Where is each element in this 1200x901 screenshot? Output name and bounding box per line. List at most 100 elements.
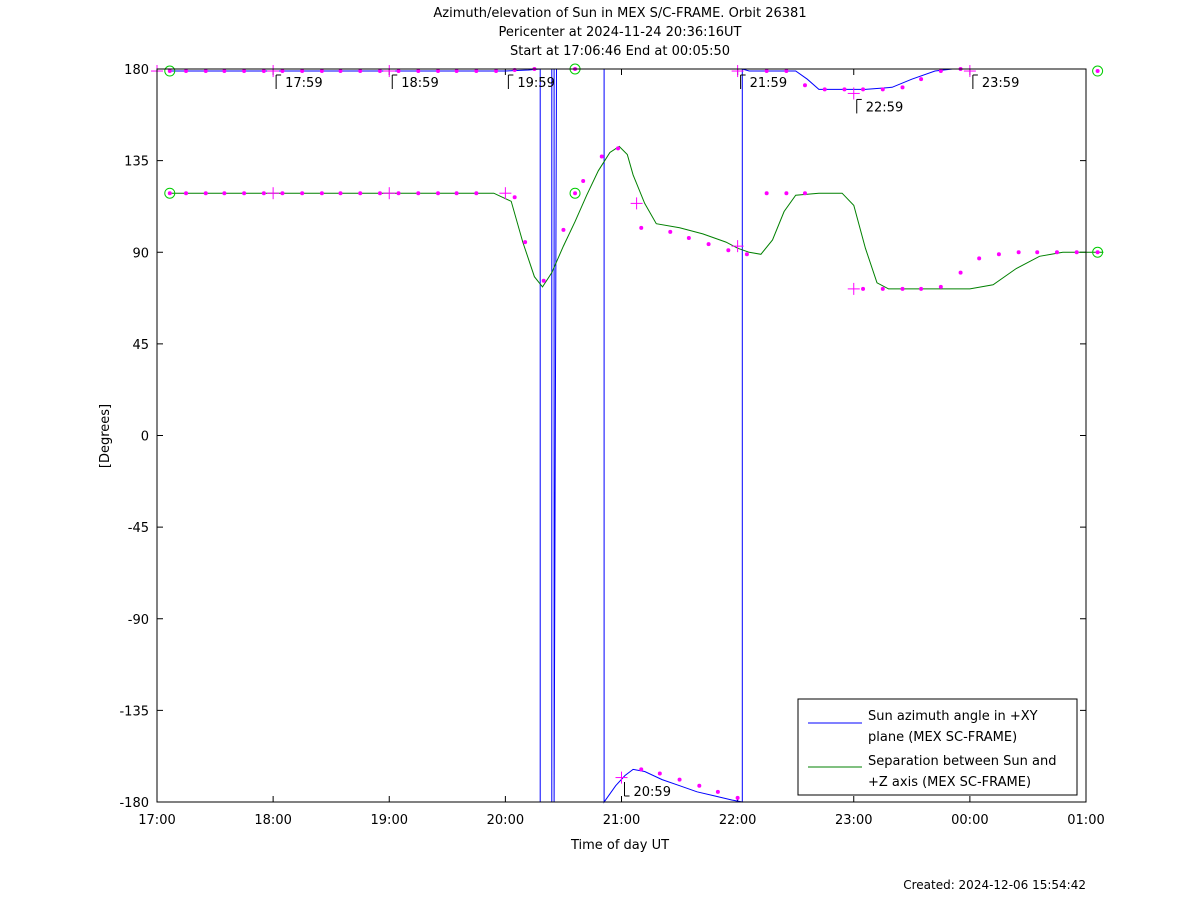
time-annotation: 21:59: [740, 74, 787, 91]
data-point-marker: [512, 195, 517, 200]
data-point-marker: [280, 69, 285, 74]
endpoint-circle-marker: [569, 187, 581, 199]
title-line-1: Azimuth/elevation of Sun in MEX S/C-FRAM…: [433, 6, 806, 21]
series-layer: [169, 68, 1104, 804]
data-point-marker: [541, 278, 546, 283]
series-line-separation: [169, 145, 1104, 290]
time-annotation: 22:59: [856, 98, 903, 115]
x-tick-label: 20:00: [487, 813, 524, 828]
data-point-marker: [715, 789, 720, 794]
data-point-marker: [222, 69, 227, 74]
data-point-marker: [802, 83, 807, 88]
x-tick-label: 21:00: [603, 813, 640, 828]
data-point-marker: [958, 270, 963, 275]
data-point-marker: [900, 85, 905, 90]
time-annotation: 20:59: [624, 782, 671, 800]
time-annotation-label: 23:59: [982, 76, 1019, 91]
y-tick-label: -135: [119, 704, 149, 719]
data-point-marker: [261, 69, 266, 74]
hour-cross-marker: [267, 65, 280, 78]
x-axis-label: Time of day UT: [570, 838, 669, 853]
time-annotation: 17:59: [275, 74, 323, 91]
data-point-marker: [977, 256, 982, 261]
y-tick-label: -45: [128, 521, 149, 536]
hour-cross-marker: [615, 771, 628, 784]
data-point-marker: [358, 69, 363, 74]
data-point-marker: [639, 767, 644, 772]
data-point-marker: [735, 795, 740, 800]
data-point-marker: [919, 77, 924, 82]
endpoint-circle-marker: [1092, 65, 1104, 77]
data-point-marker: [222, 191, 227, 196]
data-point-marker: [802, 191, 807, 196]
time-annotation: 19:59: [507, 74, 555, 91]
data-point-marker: [561, 227, 566, 232]
title-line-2: Pericenter at 2024-11-24 20:36:16UT: [498, 25, 741, 40]
y-tick-label: 135: [124, 155, 149, 170]
data-point-marker: [300, 69, 305, 74]
y-tick-label: 180: [124, 63, 149, 78]
legend: Sun azimuth angle in +XY plane (MEX SC-F…: [797, 698, 1078, 796]
hour-cross-marker: [383, 65, 396, 78]
legend-label-separation-line-1: Separation between Sun and: [868, 754, 1056, 769]
data-point-marker: [1074, 250, 1079, 255]
y-tick-label: 45: [132, 338, 149, 353]
data-point-marker: [494, 69, 499, 74]
data-point-marker: [726, 248, 731, 253]
plot-frame: [156, 68, 1087, 803]
chart-title: Azimuth/elevation of Sun in MEX S/C-FRAM…: [433, 6, 806, 59]
data-point-marker: [436, 69, 441, 74]
legend-box: [797, 698, 1078, 796]
data-point-marker: [416, 69, 421, 74]
hour-cross-marker: [847, 87, 860, 100]
data-point-marker: [396, 191, 401, 196]
data-point-marker: [686, 235, 691, 240]
data-point-marker: [668, 229, 673, 234]
data-point-marker: [1054, 250, 1059, 255]
data-point-marker: [581, 178, 586, 183]
data-point-marker: [938, 69, 943, 74]
data-point-marker: [1035, 250, 1040, 255]
data-point-marker: [706, 242, 711, 247]
data-point-marker: [861, 87, 866, 92]
data-point-marker: [454, 191, 459, 196]
data-point-marker: [474, 191, 479, 196]
data-point-marker: [242, 191, 247, 196]
hour-cross-marker: [630, 197, 643, 210]
y-tick-label: -180: [119, 796, 149, 811]
time-annotation-label: 19:59: [517, 76, 554, 91]
y-tick-labels: 180 135 90 45 0 -45 -90 -135 -180: [119, 63, 149, 811]
legend-label-azimuth-line-2: plane (MEX SC-FRAME): [868, 730, 1017, 745]
x-tick-label: 17:00: [138, 813, 175, 828]
endpoint-circle-marker: [164, 187, 176, 199]
data-point-marker: [938, 284, 943, 289]
x-tick-label: 22:00: [719, 813, 756, 828]
created-timestamp: Created: 2024-12-06 15:54:42: [903, 878, 1086, 892]
legend-label-separation-line-2: +Z axis (MEX SC-FRAME): [868, 775, 1031, 790]
data-point-marker: [900, 286, 905, 291]
x-tick-label: 18:00: [254, 813, 291, 828]
data-point-marker: [184, 69, 189, 74]
hour-cross-marker: [499, 187, 512, 200]
data-point-marker: [416, 191, 421, 196]
data-point-marker: [996, 252, 1001, 257]
data-point-marker: [919, 286, 924, 291]
data-point-marker: [474, 69, 479, 74]
data-point-marker: [377, 191, 382, 196]
data-point-marker: [784, 191, 789, 196]
data-point-marker: [358, 191, 363, 196]
data-point-marker: [657, 771, 662, 776]
hour-cross-marker: [267, 187, 280, 200]
y-tick-label: -90: [128, 613, 149, 628]
x-tick-label: 01:00: [1067, 813, 1104, 828]
data-point-marker: [454, 69, 459, 74]
data-point-marker: [861, 286, 866, 291]
series-line-azimuth: [169, 68, 982, 804]
time-annotation: 18:59: [391, 74, 439, 91]
time-annotation-label: 22:59: [866, 100, 903, 115]
time-annotation-label: 18:59: [401, 76, 438, 91]
endpoint-circle-marker: [1092, 246, 1104, 258]
data-point-marker: [319, 191, 324, 196]
endpoint-circle-marker: [164, 65, 176, 77]
data-point-marker: [677, 777, 682, 782]
